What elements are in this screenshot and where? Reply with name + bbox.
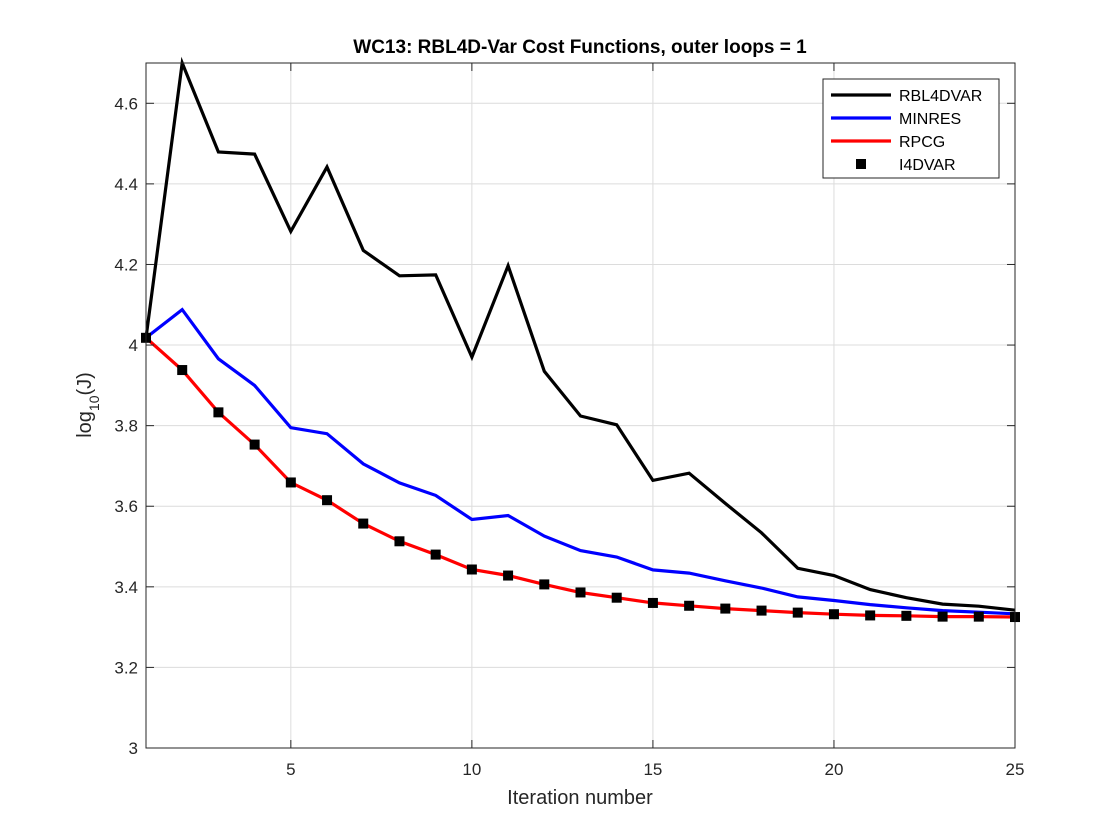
x-axis-label: Iteration number (507, 787, 653, 809)
series-i4dvar-point (756, 605, 767, 616)
series-minres-line (145, 307, 1016, 616)
legend-items: RBL4DVAR MINRES RPCG I4DVAR (831, 88, 982, 174)
ticks: 3 3.2 3.4 3.6 3.8 4 4.2 4.4 4.6 5 10 15 20 25 (114, 63, 1024, 779)
series-i4dvar-point (430, 549, 441, 560)
series-i4dvar-point (828, 609, 839, 620)
series-i4dvar-point (539, 579, 550, 590)
x-tick-label: 10 (462, 760, 481, 779)
x-tick-label: 15 (643, 760, 662, 779)
x-tick-label: 5 (286, 760, 295, 779)
y-tick-label: 3.6 (114, 497, 138, 516)
y-tick-label: 3 (129, 739, 138, 758)
series-i4dvar-point (285, 477, 296, 488)
series-i4dvar-point (684, 600, 695, 611)
y-tick-label: 3.8 (114, 417, 138, 436)
y-tick-label: 3.2 (114, 658, 138, 677)
series-i4dvar-point (792, 607, 803, 618)
series-i4dvar-point (213, 407, 224, 418)
legend-label-minres: MINRES (899, 111, 961, 128)
legend-label-i4dvar: I4DVAR (899, 157, 956, 174)
series-layer (141, 56, 1020, 623)
plot-frame (145, 62, 1016, 749)
y-axis-label-base: log (74, 411, 96, 438)
series-i4dvar-point (575, 587, 586, 598)
chart-title: WC13: RBL4D-Var Cost Functions, outer lo… (353, 37, 807, 58)
x-tick-label: 25 (1006, 760, 1025, 779)
series-i4dvar-point (720, 603, 731, 614)
series-i4dvar-point (177, 365, 188, 376)
y-tick-label: 3.4 (114, 578, 138, 597)
legend-label-rpcg: RPCG (899, 134, 945, 151)
legend: RBL4DVAR MINRES RPCG I4DVAR (822, 78, 1000, 179)
series-i4dvar-point (466, 564, 477, 575)
y-axis-label-subscript: 10 (86, 395, 102, 411)
series-rbl4dvar-line (144, 56, 1016, 612)
series-i4dvar-point (358, 518, 369, 529)
x-tick-label: 20 (824, 760, 843, 779)
series-i4dvar-point (322, 495, 333, 506)
series-i4dvar-point (901, 610, 912, 621)
y-axis-label: log10(J) (74, 372, 102, 438)
series-i4dvar-point (865, 610, 876, 621)
y-axis-label-arg: (J) (74, 372, 96, 395)
series-i4dvar-point (647, 597, 658, 608)
legend-swatch-i4dvar (856, 159, 866, 169)
y-tick-label: 4 (129, 336, 138, 355)
series-i4dvar-point (973, 611, 984, 622)
series-i4dvar-point (394, 536, 405, 547)
series-i4dvar-point (503, 570, 514, 581)
y-tick-label: 4.6 (114, 94, 138, 113)
y-tick-label: 4.4 (114, 175, 138, 194)
series-i4dvar-point (937, 611, 948, 622)
y-tick-label: 4.2 (114, 255, 138, 274)
legend-label-rbl4dvar: RBL4DVAR (899, 88, 982, 105)
series-i4dvar-point (611, 592, 622, 603)
series-i4dvar-point (249, 439, 260, 450)
